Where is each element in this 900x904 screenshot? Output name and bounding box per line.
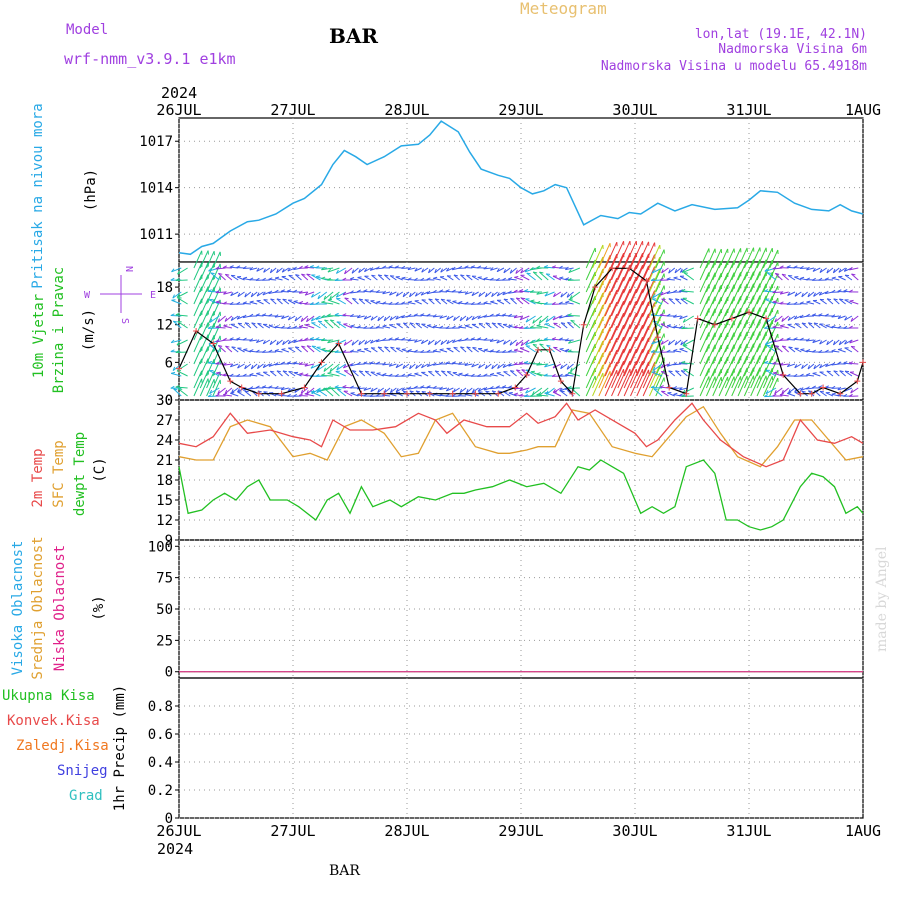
wind-label-1: 10m Vjetar (31, 294, 47, 378)
coords-label: lon,lat (19.1E, 42.1N) (695, 27, 867, 42)
elevation-label: Nadmorska Visina 6m (718, 42, 867, 57)
y-tick-label: 27 (156, 413, 173, 429)
model-label: Model (66, 22, 108, 38)
grid-lines (175, 118, 863, 818)
pressure-line (179, 121, 863, 254)
cloud-high-label: Visoka Oblacnost (10, 541, 26, 676)
bottom-time-ticks: 26JUL 27JUL 28JUL 29JUL 30JUL 31JUL 1AUG (156, 822, 881, 840)
y-tick-labels: 1011101410170612189121518212427300255075… (139, 134, 173, 827)
y-tick-label: 30 (156, 393, 173, 409)
precip-conv-label: Konvek.Kisa (7, 713, 100, 729)
bottom-tick-label: 30JUL (612, 822, 657, 840)
credit-label: made by Angel (874, 546, 890, 652)
y-tick-label: 0.4 (148, 755, 173, 771)
y-tick-label: 1017 (139, 134, 173, 150)
y-tick-label: 0.8 (148, 699, 173, 715)
y-tick-label: 100 (148, 539, 173, 555)
cloud-unit: (%) (91, 595, 107, 620)
top-time-ticks: 26JUL 27JUL 28JUL 29JUL 30JUL 31JUL 1AUG (156, 101, 881, 119)
bottom-tick-label: 31JUL (726, 822, 771, 840)
top-tick-label: 26JUL (156, 101, 201, 119)
bottom-tick-label: 29JUL (498, 822, 543, 840)
temp2m-label: 2m Temp (30, 448, 46, 507)
y-tick-label: 24 (156, 433, 173, 449)
top-tick-label: 30JUL (612, 101, 657, 119)
station-title: BAR (329, 24, 378, 48)
chart-type-title: Meteogram (520, 0, 607, 18)
y-tick-label: 12 (156, 318, 173, 334)
precip-unit: 1hr Precip (mm) (112, 685, 128, 811)
y-tick-label: 12 (156, 513, 173, 529)
y-tick-label: 75 (156, 571, 173, 587)
bottom-tick-label: 27JUL (270, 822, 315, 840)
precip-grad-label: Grad (69, 788, 103, 804)
y-tick-label: 0 (165, 665, 173, 681)
wind-unit: (m/s) (81, 309, 97, 351)
precip-snow-label: Snijeg (57, 763, 108, 779)
dewpoint-label: dewpt Temp (72, 432, 88, 516)
top-tick-label: 1AUG (845, 101, 881, 119)
y-tick-label: 15 (156, 493, 173, 509)
cloud-low-label: Niska Oblacnost (52, 545, 68, 671)
top-tick-label: 29JUL (498, 101, 543, 119)
y-tick-label: 25 (156, 633, 173, 649)
precip-freezing-label: Zaledj.Kisa (16, 738, 109, 754)
compass-south: S (119, 318, 130, 324)
year-label-bottom: 2024 (157, 840, 193, 858)
y-tick-label: 1014 (139, 181, 173, 197)
temp-unit: (C) (92, 457, 108, 482)
year-label-top: 2024 (161, 84, 197, 102)
compass-east: E (150, 290, 156, 301)
top-tick-label: 31JUL (726, 101, 771, 119)
model-name: wrf-nmm_v3.9.1 e1km (64, 50, 236, 68)
y-tick-label: 18 (156, 473, 173, 489)
pressure-unit: (hPa) (83, 169, 99, 211)
y-tick-label: 0.6 (148, 727, 173, 743)
y-tick-label: 1011 (139, 227, 173, 243)
model-elevation-label: Nadmorska Visina u modelu 65.4918m (601, 59, 867, 74)
sfc-temp-label: SFC Temp (51, 440, 67, 507)
compass-north: N (123, 266, 134, 272)
compass-west: W (84, 290, 91, 301)
top-tick-label: 27JUL (270, 101, 315, 119)
y-tick-label: 50 (156, 602, 173, 618)
cloud-mid-label: Srednja Oblacnost (30, 536, 46, 679)
y-tick-label: 18 (156, 280, 173, 296)
y-tick-label: 6 (165, 355, 173, 371)
bottom-tick-label: 1AUG (845, 822, 881, 840)
y-tick-label: 0.2 (148, 783, 173, 799)
pressure-panel-frame (179, 118, 863, 262)
footer-station: BAR (329, 863, 360, 879)
top-tick-label: 28JUL (384, 101, 429, 119)
bottom-tick-label: 28JUL (384, 822, 429, 840)
precip-total-label: Ukupna Kisa (2, 688, 95, 704)
bottom-tick-label: 26JUL (156, 822, 201, 840)
y-tick-label: 21 (156, 453, 173, 469)
pressure-label: Pritisak na nivou mora (30, 103, 46, 288)
wind-label-2: Brzina i Pravac (51, 267, 67, 393)
